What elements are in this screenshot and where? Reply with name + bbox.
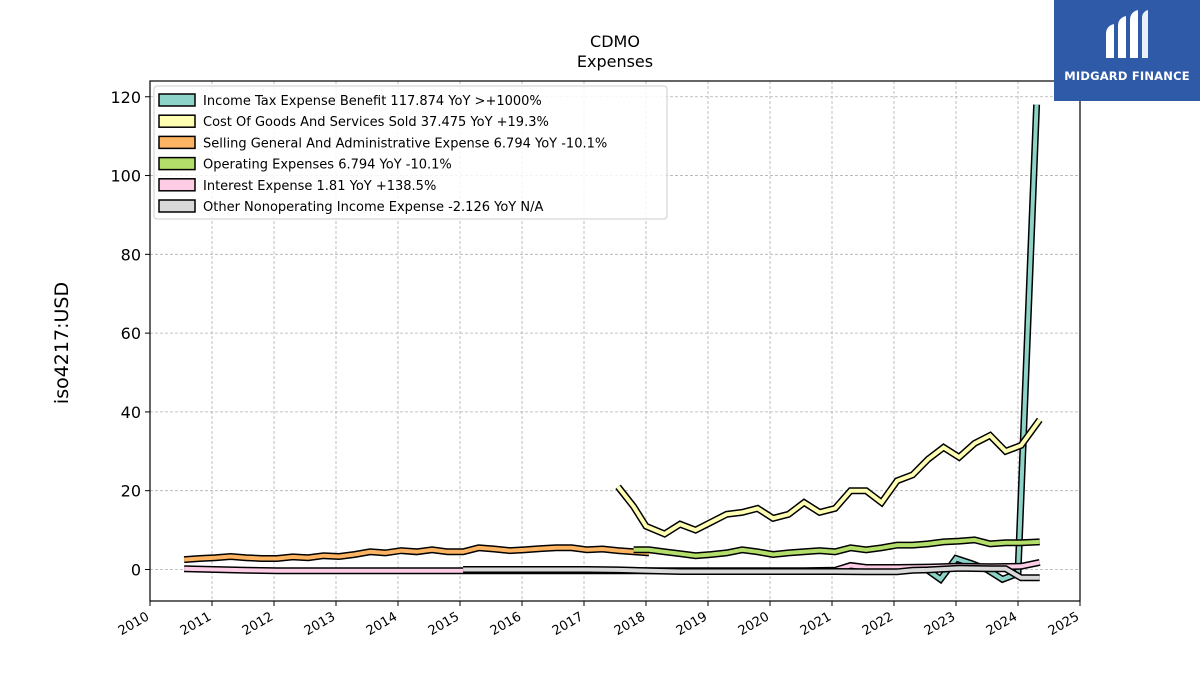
series-line [183,545,650,562]
x-tick-label: 2010 [116,609,152,639]
legend-label: Income Tax Expense Benefit 117.874 YoY >… [203,94,542,109]
chart-title: CDMO [590,32,640,51]
x-tick-label: 2012 [240,609,276,639]
x-tick-label: 2016 [488,609,524,639]
series-1 [615,417,1043,538]
series-3 [633,536,1040,560]
plot-frame [149,80,1081,602]
x-tick-label: 2022 [860,609,896,639]
series-line [463,566,1040,580]
series-line [616,418,1042,537]
y-tick-label: 20 [121,482,141,501]
y-tick-label: 0 [131,560,141,579]
x-tick-label: 2014 [364,609,400,639]
brand-logo: MIDGARD FINANCE [1054,0,1200,101]
brand-name: MIDGARD FINANCE [1064,69,1190,83]
y-tick-label: 120 [110,88,141,107]
legend-label: Cost Of Goods And Services Sold 37.475 Y… [203,115,549,130]
x-tick-label: 2017 [550,609,586,639]
x-tick-label: 2020 [736,609,772,639]
legend-label: Operating Expenses 6.794 YoY -10.1% [203,158,452,173]
x-tick-label: 2019 [674,609,710,639]
legend-box [153,85,668,220]
series-line-outline [615,417,1043,538]
brand-mark-icon [1106,10,1148,58]
x-tick-label: 2015 [426,609,462,639]
y-tick-label: 60 [121,324,141,343]
series-5 [463,564,1040,582]
y-tick-label: 40 [121,403,141,422]
legend-swatch [158,178,196,192]
legend-swatch [158,135,196,150]
series-line [633,537,1040,558]
legend-label: Other Nonoperating Income Expense -2.126… [203,200,543,215]
chart-subtitle: Expenses [577,52,653,71]
legend-label: Selling General And Administrative Expen… [203,136,607,151]
y-tick-label: 100 [110,167,141,186]
x-tick-label: 2018 [612,609,648,639]
x-tick-label: 2013 [302,609,338,639]
legend-label: Interest Expense 1.81 YoY +138.5% [203,179,436,194]
x-tick-label: 2025 [1046,609,1082,639]
x-tick-label: 2021 [798,609,834,639]
y-axis-label: iso4217:USD [51,282,73,404]
y-axis-ticks: 0 20 40 60 80 100 120 [110,88,150,579]
legend-swatch [158,156,196,171]
series-2 [183,544,650,564]
series-lines [183,104,1043,585]
x-axis-ticks: 2010 2011 2012 2013 2014 2015 2016 2017 2018 2019… [116,601,1082,639]
x-tick-label: 2024 [984,609,1020,639]
x-tick-label: 2011 [178,609,214,639]
legend-swatch [158,199,196,213]
legend-swatch [158,114,196,128]
legend-swatch [158,93,196,107]
y-tick-label: 80 [121,245,141,264]
legend: Income Tax Expense Benefit 117.874 YoY >… [153,85,668,220]
x-tick-label: 2023 [922,609,958,639]
